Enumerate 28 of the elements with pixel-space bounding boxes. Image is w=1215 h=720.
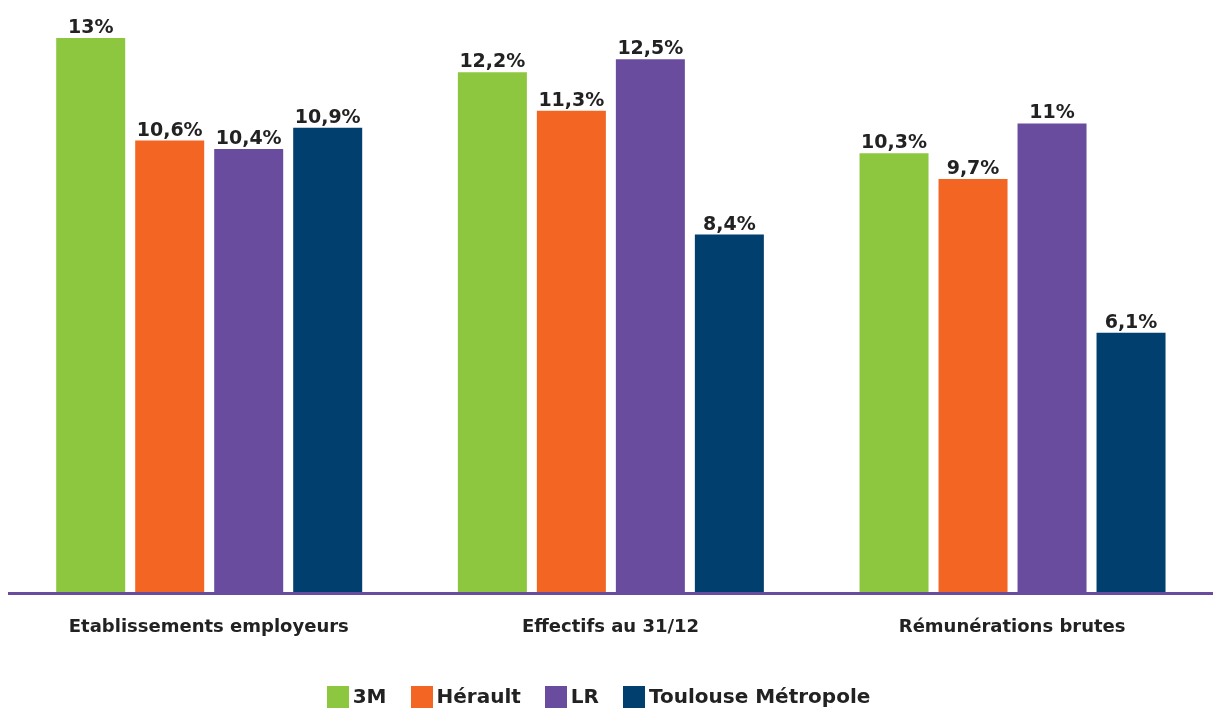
bar xyxy=(938,179,1008,594)
legend-label: Toulouse Métropole xyxy=(648,683,871,708)
data-label: 10,4% xyxy=(215,126,282,149)
bar xyxy=(859,153,929,594)
data-label: 10,3% xyxy=(861,130,927,153)
x-tick-label: Rémunérations brutes xyxy=(898,615,1126,637)
data-label: 12,2% xyxy=(459,49,526,72)
data-label: 13% xyxy=(67,15,114,37)
data-label: 11% xyxy=(1029,100,1075,123)
legend-label: LR xyxy=(570,683,599,708)
data-label: 8,4% xyxy=(703,211,756,234)
data-label: 11,3% xyxy=(538,87,605,110)
data-label: 10,9% xyxy=(294,104,361,127)
bar xyxy=(694,234,764,594)
legend-label: Hérault xyxy=(436,683,521,708)
data-label: 12,5% xyxy=(617,36,684,59)
bar xyxy=(536,110,606,594)
data-label: 9,7% xyxy=(946,156,1000,179)
x-tick-label: Effectifs au 31/12 xyxy=(521,615,700,637)
bar xyxy=(293,127,363,594)
x-tick-label: Etablissements employeurs xyxy=(68,615,349,637)
bar xyxy=(135,140,205,594)
data-label: 6,1% xyxy=(1104,309,1158,332)
legend-label: 3M xyxy=(352,683,387,708)
bar xyxy=(1096,332,1166,594)
bar xyxy=(457,72,527,594)
bar xyxy=(56,38,126,594)
data-label: 10,6% xyxy=(136,117,203,140)
